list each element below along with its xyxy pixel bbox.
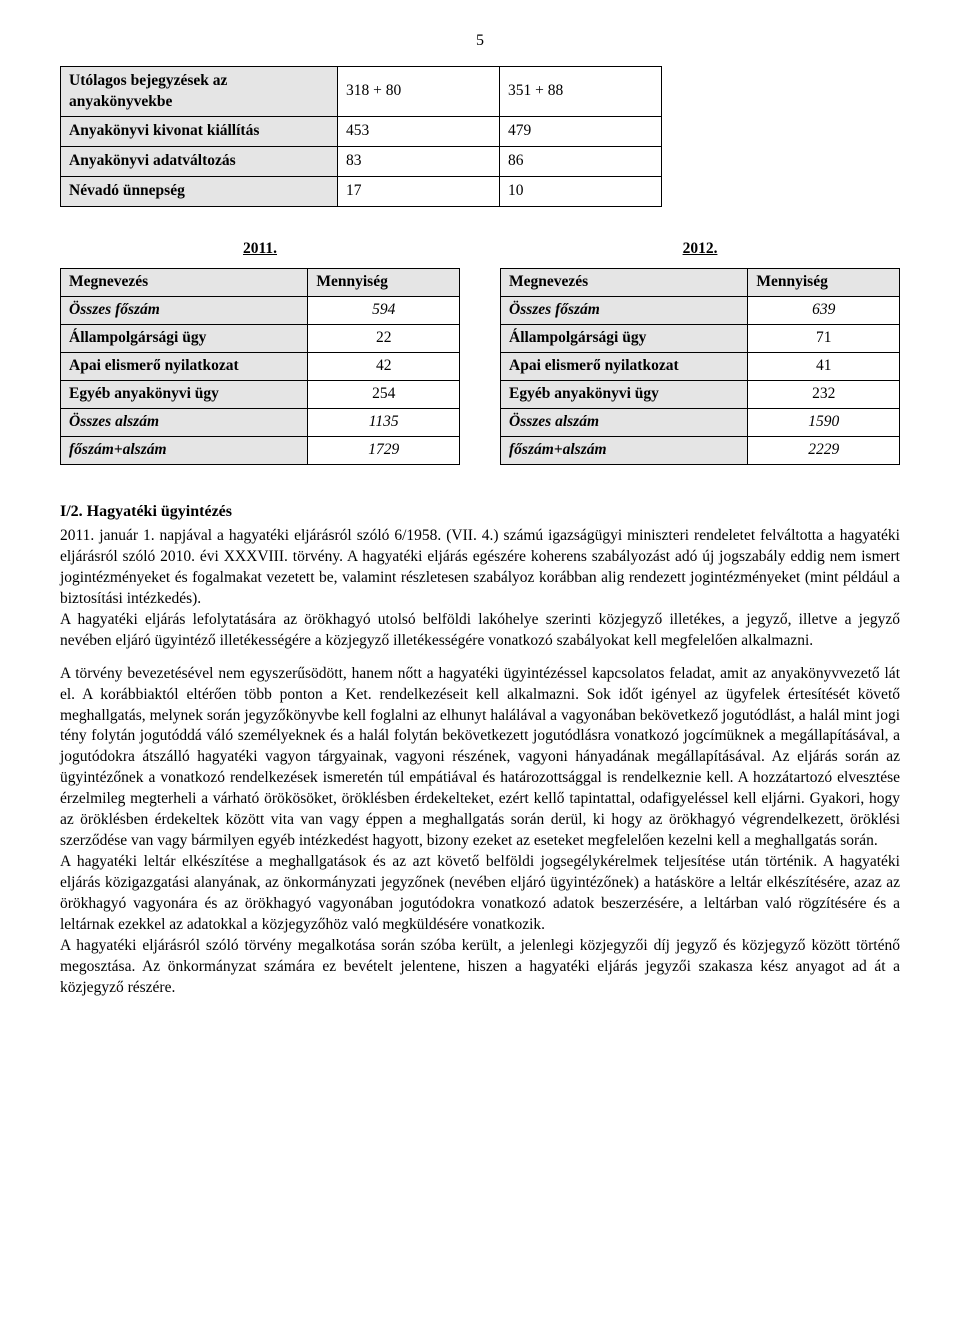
row-val: 232	[748, 380, 900, 408]
table-row: Utólagos bejegyzések az anyakönyvekbe 31…	[61, 66, 662, 117]
table-header-row: Megnevezés Mennyiség	[61, 269, 460, 297]
stats-table-2011: Megnevezés Mennyiség Összes főszám 594 Á…	[60, 268, 460, 464]
body-paragraph: A hagyatéki leltár elkészítése a meghall…	[60, 852, 900, 936]
table-row: Összes alszám 1590	[501, 408, 900, 436]
row-label: Névadó ünnepség	[61, 177, 338, 207]
col-name: Megnevezés	[61, 269, 308, 297]
row-label: Egyéb anyakönyvi ügy	[501, 380, 748, 408]
row-label: főszám+alszám	[501, 436, 748, 464]
row-label: Anyakönyvi adatváltozás	[61, 147, 338, 177]
table-row: Egyéb anyakönyvi ügy 232	[501, 380, 900, 408]
row-val2: 10	[500, 177, 662, 207]
col-name: Megnevezés	[501, 269, 748, 297]
body-paragraph: A hagyatéki eljárásról szóló törvény meg…	[60, 936, 900, 999]
row-label: Összes alszám	[501, 408, 748, 436]
row-val1: 17	[338, 177, 500, 207]
row-val: 639	[748, 297, 900, 325]
row-val: 42	[308, 352, 460, 380]
row-label: Állampolgársági ügy	[61, 324, 308, 352]
table-row: Apai elismerő nyilatkozat 41	[501, 352, 900, 380]
year-tables-container: 2011. Megnevezés Mennyiség Összes főszám…	[60, 239, 900, 464]
col-qty: Mennyiség	[308, 269, 460, 297]
body-paragraph: A törvény bevezetésével nem egyszerűsödö…	[60, 664, 900, 852]
row-val: 2229	[748, 436, 900, 464]
table-row: Állampolgársági ügy 22	[61, 324, 460, 352]
top-summary-table: Utólagos bejegyzések az anyakönyvekbe 31…	[60, 66, 662, 208]
body-paragraph: A hagyatéki eljárás lefolytatására az ör…	[60, 610, 900, 652]
row-val2: 86	[500, 147, 662, 177]
row-val1: 83	[338, 147, 500, 177]
table-row: Állampolgársági ügy 71	[501, 324, 900, 352]
row-label: főszám+alszám	[61, 436, 308, 464]
table-row: Összes alszám 1135	[61, 408, 460, 436]
year-heading-left: 2011.	[60, 239, 460, 260]
table-row: főszám+alszám 2229	[501, 436, 900, 464]
section-heading: I/2. Hagyatéki ügyintézés	[60, 501, 900, 523]
row-val: 22	[308, 324, 460, 352]
row-label: Egyéb anyakönyvi ügy	[61, 380, 308, 408]
page-number: 5	[60, 30, 900, 52]
table-row: Összes főszám 639	[501, 297, 900, 325]
table-row: Anyakönyvi kivonat kiállítás 453 479	[61, 117, 662, 147]
year-col-2012: 2012. Megnevezés Mennyiség Összes főszám…	[500, 239, 900, 464]
row-val2: 351 + 88	[500, 66, 662, 117]
row-label: Apai elismerő nyilatkozat	[501, 352, 748, 380]
row-val: 41	[748, 352, 900, 380]
col-qty: Mennyiség	[748, 269, 900, 297]
row-val1: 318 + 80	[338, 66, 500, 117]
row-label: Utólagos bejegyzések az anyakönyvekbe	[61, 66, 338, 117]
table-row: főszám+alszám 1729	[61, 436, 460, 464]
table-row: Apai elismerő nyilatkozat 42	[61, 352, 460, 380]
row-label: Állampolgársági ügy	[501, 324, 748, 352]
year-col-2011: 2011. Megnevezés Mennyiség Összes főszám…	[60, 239, 460, 464]
row-val1: 453	[338, 117, 500, 147]
table-row: Névadó ünnepség 17 10	[61, 177, 662, 207]
row-val: 594	[308, 297, 460, 325]
row-val: 1135	[308, 408, 460, 436]
year-heading-right: 2012.	[500, 239, 900, 260]
row-label: Összes főszám	[501, 297, 748, 325]
table-header-row: Megnevezés Mennyiség	[501, 269, 900, 297]
row-val: 71	[748, 324, 900, 352]
table-row: Anyakönyvi adatváltozás 83 86	[61, 147, 662, 177]
body-paragraph: 2011. január 1. napjával a hagyatéki elj…	[60, 526, 900, 610]
table-row: Egyéb anyakönyvi ügy 254	[61, 380, 460, 408]
row-val: 1729	[308, 436, 460, 464]
row-label: Összes alszám	[61, 408, 308, 436]
table-row: Összes főszám 594	[61, 297, 460, 325]
row-label: Összes főszám	[61, 297, 308, 325]
row-val2: 479	[500, 117, 662, 147]
row-val: 254	[308, 380, 460, 408]
stats-table-2012: Megnevezés Mennyiség Összes főszám 639 Á…	[500, 268, 900, 464]
row-label: Apai elismerő nyilatkozat	[61, 352, 308, 380]
row-val: 1590	[748, 408, 900, 436]
row-label: Anyakönyvi kivonat kiállítás	[61, 117, 338, 147]
